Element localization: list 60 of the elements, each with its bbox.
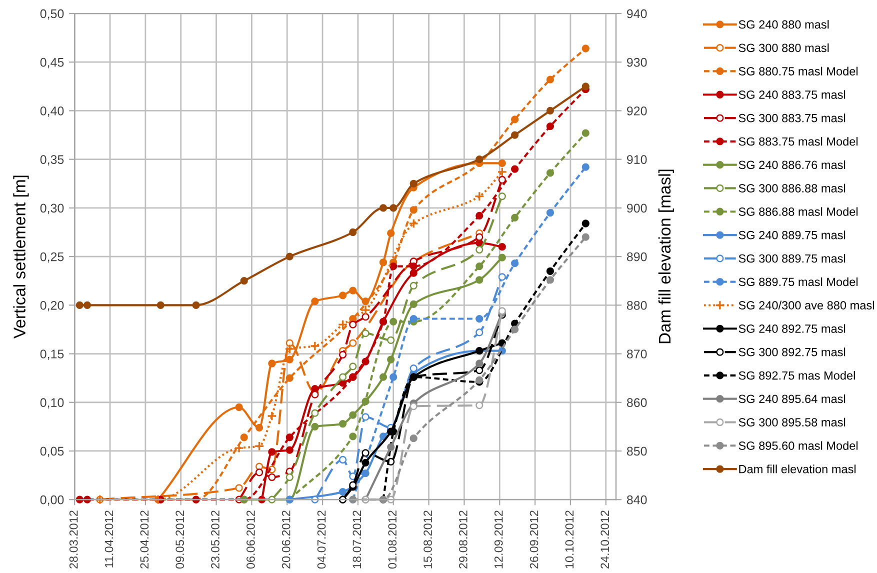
y2-tick-label: 910 (627, 155, 647, 164)
y2-tick-label: 940 (627, 9, 647, 18)
y2-tick-label: 850 (626, 446, 647, 456)
y-tick-label: 0,30 (40, 204, 64, 214)
y-axis-title: Vertical settlement [m] (13, 176, 29, 338)
x-tick-label: 18.07.2012 (352, 510, 362, 568)
x-tick-label: 26.09.2012 (530, 510, 538, 568)
legend-label: SG 300 895.58 masl (738, 418, 846, 426)
y-tick-label: 0,15 (40, 350, 64, 360)
legend-label: SG 883.75 masl Model (738, 137, 858, 146)
x-tick-label: 24.10.2012 (600, 510, 610, 568)
y-tick-label: 0,40 (40, 106, 64, 117)
x-tick-label: 20.06.2012 (282, 510, 290, 568)
legend-label: SG 240 880 masl (738, 20, 829, 29)
legend-label: Dam fill elevation masl (739, 464, 856, 474)
legend-label: SG 240 886.76 masl (738, 160, 846, 170)
legend-label: SG 300 886.88 masl (738, 184, 846, 192)
y2-tick-label: 880 (626, 300, 647, 310)
y-tick-label: 0,10 (40, 398, 64, 409)
x-tick-label: 11.04.2012 (104, 510, 114, 568)
y-tick-label: 0,00 (40, 495, 64, 506)
legend-label: SG 240 889.75 masl (738, 230, 846, 240)
x-tick-label: 15.08.2012 (424, 510, 432, 568)
x-tick-label: 28.03.2012 (69, 510, 78, 568)
y-tick-label: 0,20 (40, 300, 64, 312)
legend-label: SG 889.75 masl Model (738, 277, 858, 286)
y2-axis-title: Dam fill elevation [masl] (658, 170, 674, 344)
legend-label: SG 892.75 mas Model (738, 371, 855, 380)
legend-label: SG 240/300 ave 880 masl (738, 300, 874, 310)
y2-tick-label: 930 (627, 58, 647, 67)
legend-label: SG 886.88 masl Model (738, 207, 858, 216)
y-tick-label: 0,25 (40, 252, 64, 263)
legend-label: SG 240 883.75 masl (738, 90, 846, 99)
y2-tick-label: 840 (626, 495, 647, 504)
y2-tick-label: 900 (627, 204, 647, 213)
legend-label: SG 240 892.75 masl (738, 324, 846, 333)
legend-label: SG 895.60 masl Model (738, 441, 858, 450)
y2-tick-label: 860 (626, 398, 647, 408)
y2-tick-label: 920 (627, 106, 647, 116)
x-tick-label: 12.09.2012 (494, 510, 503, 568)
y-tick-label: 0,35 (40, 155, 64, 166)
legend-label: SG 300 889.75 masl (738, 254, 846, 263)
legend-label: SG 300 883.75 masl (738, 114, 846, 122)
x-tick-label: 04.07.2012 (317, 510, 326, 569)
legend-label: SG 300 880 masl (738, 43, 829, 52)
y2-tick-label: 890 (626, 252, 647, 262)
x-tick-label: 10.10.2012 (565, 510, 574, 568)
x-tick-label: 01.08.2012 (388, 510, 397, 569)
x-tick-label: 06.06.2012 (246, 510, 255, 569)
x-tick-label: 25.04.2012 (140, 510, 149, 568)
y-tick-label: 0,50 (40, 9, 64, 20)
x-tick-label: 09.05.2012 (176, 510, 184, 569)
legend-label: SG 880.75 masl Model (738, 66, 858, 76)
y2-tick-label: 870 (626, 350, 647, 358)
legend-label: SG 240 895.64 masl (738, 394, 846, 404)
x-tick-label: 29.08.2012 (459, 510, 468, 568)
y-tick-label: 0,05 (40, 446, 64, 458)
legend-label: SG 300 892.75 masl (738, 348, 846, 356)
y-tick-label: 0,45 (40, 58, 64, 68)
x-tick-label: 23.05.2012 (211, 510, 220, 568)
